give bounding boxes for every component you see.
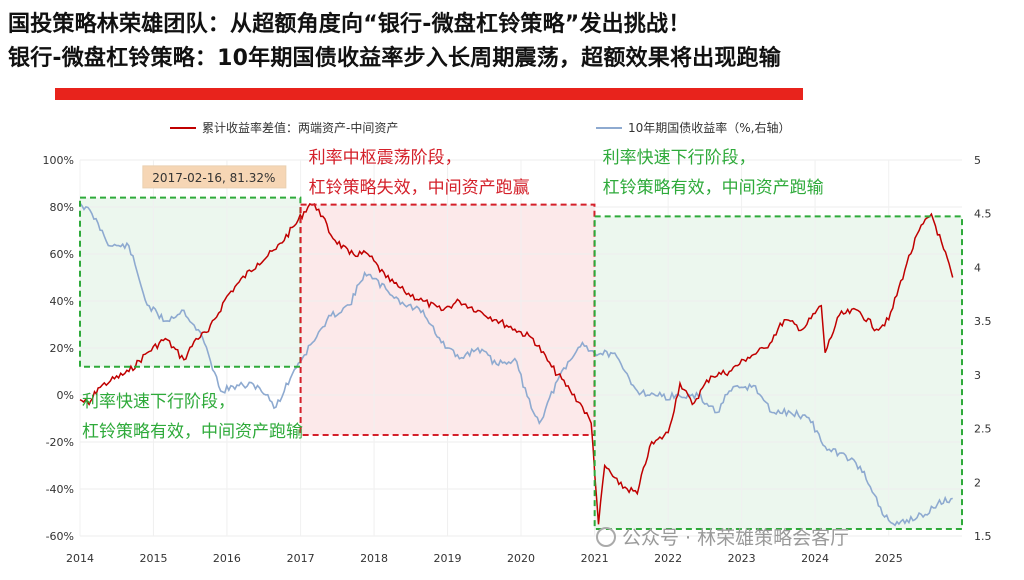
y-left-tick-7: 80% bbox=[50, 201, 74, 214]
accent-bar bbox=[55, 88, 803, 100]
zone-label-0-1: 杠铃策略有效，中间资产跑输 bbox=[82, 422, 303, 442]
return-diff-series bbox=[79, 202, 954, 525]
zone-fill-2 bbox=[594, 216, 962, 529]
x-tick-1: 2015 bbox=[139, 552, 167, 565]
chart: -60% -40% -20% 0% 20% 40% 60% 80% 100% 1.5 2 2.5 3 3.… bbox=[43, 120, 992, 565]
x-tick-6: 2020 bbox=[507, 552, 535, 565]
x-tick-0: 2014 bbox=[66, 552, 94, 565]
wechat-icon bbox=[596, 527, 616, 547]
zone-fill-0 bbox=[80, 197, 301, 367]
legend: 累计收益率差值：两端资产-中间资产 10年期国债收益率（%,右轴） bbox=[170, 120, 791, 135]
annotation-box bbox=[142, 165, 287, 189]
y-left-tick-3: 0% bbox=[57, 389, 74, 402]
y-left-tick-4: 20% bbox=[50, 342, 74, 355]
peak-annotation: 2017-02-16, 81.32% bbox=[142, 165, 287, 189]
x-tick-8: 2022 bbox=[654, 552, 682, 565]
watermark: 公众号 · 林荣雄策略会客厅 bbox=[596, 527, 849, 549]
x-tick-4: 2018 bbox=[360, 552, 388, 565]
title-line-1: 国投策略林荣雄团队：从超额角度向“银行-微盘杠铃策略”发出挑战！ bbox=[8, 12, 691, 37]
zone-label-1-1: 杠铃策略失效，中间资产跑赢 bbox=[309, 178, 530, 198]
axes: -60% -40% -20% 0% 20% 40% 60% 80% 100% 1.5 2 2.5 3 3.… bbox=[43, 154, 992, 565]
x-tick-10: 2024 bbox=[801, 552, 829, 565]
bond-yield-line bbox=[79, 202, 953, 527]
x-tick-9: 2023 bbox=[728, 552, 756, 565]
x-tick-7: 2021 bbox=[581, 552, 609, 565]
y-right-tick-0: 1.5 bbox=[974, 530, 992, 543]
y-left-tick-8: 100% bbox=[43, 154, 74, 167]
x-tick-3: 2017 bbox=[287, 552, 315, 565]
y-right-tick-6: 4.5 bbox=[974, 208, 992, 221]
zone-border-2 bbox=[593, 215, 963, 530]
zone-borders bbox=[79, 196, 963, 530]
zone-label-0-0: 利率快速下行阶段， bbox=[82, 392, 235, 412]
y-left-tick-2: -20% bbox=[46, 436, 74, 449]
y-left-tick-0: -60% bbox=[46, 530, 74, 543]
legend-label-red: 累计收益率差值：两端资产-中间资产 bbox=[202, 120, 398, 135]
y-right-tick-5: 4 bbox=[974, 261, 981, 274]
y-left-tick-6: 60% bbox=[50, 248, 74, 261]
gridlines bbox=[79, 159, 962, 537]
y-right-tick-3: 3 bbox=[974, 369, 981, 382]
annotation-label: 2017-02-16, 81.32% bbox=[152, 171, 275, 185]
y-left-tick-5: 40% bbox=[50, 295, 74, 308]
zone-label-1-0: 利率中枢震荡阶段， bbox=[309, 148, 462, 168]
zone-label-2-0: 利率快速下行阶段， bbox=[603, 148, 756, 168]
legend-label-blue: 10年期国债收益率（%,右轴） bbox=[628, 120, 791, 135]
title-line-2: 银行-微盘杠铃策略：10年期国债收益率步入长周期震荡，超额效果将出现跑输 bbox=[8, 46, 781, 71]
y-right-tick-1: 2 bbox=[974, 476, 981, 489]
x-tick-2: 2016 bbox=[213, 552, 241, 565]
x-tick-11: 2025 bbox=[875, 552, 903, 565]
x-tick-5: 2019 bbox=[434, 552, 462, 565]
zone-labels: 利率快速下行阶段， 杠铃策略有效，中间资产跑输 利率中枢震荡阶段， 杠铃策略失效，中间… bbox=[82, 148, 824, 442]
y-right-tick-7: 5 bbox=[974, 154, 981, 167]
y-right-tick-2: 2.5 bbox=[974, 423, 992, 436]
y-left-tick-1: -40% bbox=[46, 483, 74, 496]
bond-yield-series bbox=[79, 202, 953, 527]
return-diff-line bbox=[79, 202, 954, 525]
zone-label-2-1: 杠铃策略有效，中间资产跑输 bbox=[603, 178, 824, 198]
zone-border-1 bbox=[299, 203, 596, 436]
y-right-tick-4: 3.5 bbox=[974, 315, 992, 328]
watermark-text: 公众号 · 林荣雄策略会客厅 bbox=[622, 527, 849, 549]
